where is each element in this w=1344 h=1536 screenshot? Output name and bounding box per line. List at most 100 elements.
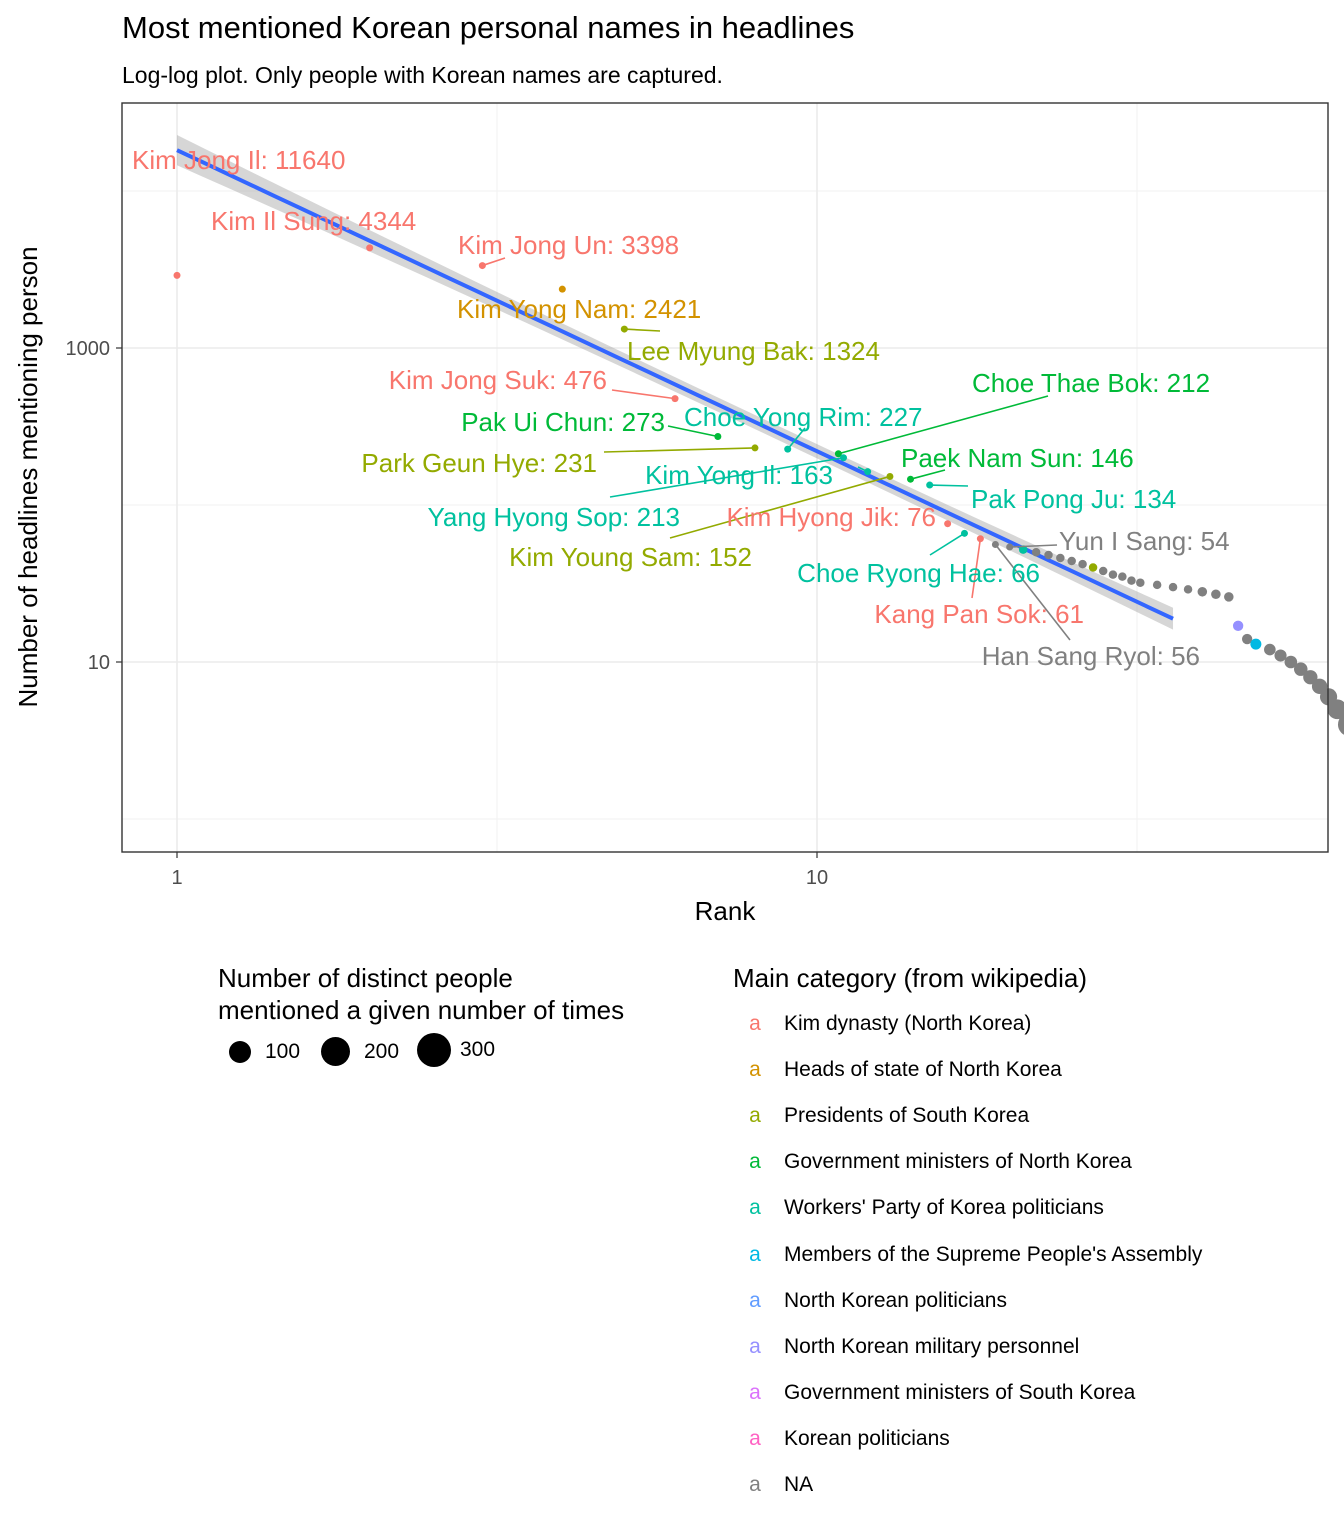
- size-legend-item-300: 300: [417, 1033, 495, 1067]
- color-legend-key: a: [749, 1242, 761, 1266]
- y-axis-title: Number of headlines mentioning person: [13, 246, 43, 707]
- point-label: Yun I Sang: 54: [1059, 526, 1230, 556]
- data-point: [1224, 592, 1234, 602]
- point-label: Choe Thae Bok: 212: [972, 368, 1210, 398]
- point-label: Kim Jong Un: 3398: [458, 230, 679, 260]
- data-point: [1274, 649, 1287, 662]
- data-point: [1088, 563, 1098, 572]
- point-label: Kang Pan Sok: 61: [874, 599, 1084, 629]
- color-legend-label: Presidents of South Korea: [784, 1104, 1030, 1128]
- chart-title: Most mentioned Korean personal names in …: [122, 10, 855, 45]
- plot-border: [121, 102, 1329, 853]
- color-legend-item: a Korean politicians: [744, 1424, 950, 1454]
- point-label: Choe Ryong Hae: 66: [797, 558, 1040, 588]
- point-label: Kim Jong Suk: 476: [389, 365, 607, 395]
- trend-line: [176, 148, 1174, 621]
- data-point: [1098, 566, 1108, 576]
- data-point: [1018, 545, 1028, 554]
- label-connector: [482, 257, 506, 267]
- y-tick-label: 10: [88, 652, 110, 674]
- color-legend-label: Workers' Party of Korea politicians: [784, 1196, 1104, 1220]
- point-label: Kim Young Sam: 152: [509, 542, 752, 572]
- label-connector: [857, 466, 869, 473]
- color-legend-label: Kim dynasty (North Korea): [784, 1012, 1032, 1035]
- label-connector: [1009, 544, 1058, 548]
- color-legend-title: Main category (from wikipedia): [733, 963, 1088, 993]
- size-legend-title-line-1: Number of distinct people: [218, 963, 513, 993]
- label-connector: [787, 427, 806, 450]
- label-connector: [611, 389, 676, 400]
- data-point: [1250, 638, 1262, 650]
- x-tick-label: 1: [171, 867, 182, 889]
- size-legend-dot: [229, 1041, 251, 1063]
- data-point: [1327, 699, 1344, 720]
- color-legend-label: Heads of state of North Korea: [784, 1058, 1062, 1082]
- size-legend-label: 300: [460, 1038, 496, 1061]
- label-connector: [624, 328, 661, 332]
- point-label: Han Sang Ryol: 56: [982, 641, 1200, 671]
- label-connector: [929, 484, 969, 487]
- color-legend-key: a: [749, 1150, 761, 1174]
- size-legend-label: 100: [265, 1040, 301, 1063]
- data-point: [1303, 670, 1318, 685]
- color-legend-item: a Government ministers of South Korea: [744, 1378, 1135, 1408]
- color-legend-key: a: [749, 1012, 761, 1035]
- size-legend-title: Number of distinct people mentioned a gi…: [218, 962, 624, 1026]
- point-label: Yang Hyong Sop: 213: [428, 502, 680, 532]
- data-point: [1284, 655, 1298, 669]
- color-legend-label: Government ministers of South Korea: [784, 1380, 1136, 1404]
- color-legend-key: a: [749, 1473, 761, 1496]
- color-legend-item: a Presidents of South Korea: [744, 1101, 1029, 1131]
- size-legend-dot: [321, 1037, 350, 1066]
- color-legend-item: a NA: [744, 1470, 813, 1500]
- size-legend-dot: [417, 1033, 451, 1067]
- label-connector: [910, 469, 946, 480]
- x-axis-title: Rank: [695, 896, 757, 926]
- label-connector: [609, 456, 844, 498]
- data-point: [1078, 559, 1087, 569]
- data-point: [1127, 576, 1136, 585]
- label-connectors: [482, 257, 1071, 641]
- point-label: Kim Jong Il: 11640: [132, 145, 345, 175]
- point-label: Choe Yong Rim: 227: [684, 402, 923, 432]
- color-legend-item: a Heads of state of North Korea: [744, 1055, 1062, 1085]
- point-label: Kim Hyong Jik: 76: [726, 502, 936, 532]
- point-label: Paek Nam Sun: 146: [901, 443, 1134, 473]
- scatter-chart: Kim Jong Il: 11640 Kim Il Sung: 4344 Kim J…: [13, 102, 1344, 926]
- color-legend-label: NA: [784, 1473, 814, 1496]
- point-label: Kim Yong Nam: 2421: [457, 294, 701, 324]
- data-point: [944, 520, 952, 528]
- label-connector: [994, 544, 1071, 641]
- data-point: [1197, 587, 1208, 597]
- trend-line-path: [176, 148, 1174, 621]
- color-legend-key: a: [749, 1058, 761, 1082]
- label-connector: [838, 395, 1049, 455]
- data-point: [1264, 643, 1276, 656]
- data-point: [1337, 714, 1344, 735]
- data-point: [1108, 570, 1118, 579]
- label-connector: [929, 532, 965, 556]
- color-legend-item: a North Korean military personnel: [744, 1332, 1079, 1362]
- color-legend-key: a: [749, 1288, 761, 1312]
- data-point: [558, 285, 566, 293]
- color-legend-item: a North Korean politicians: [744, 1286, 1007, 1316]
- data-point: [1211, 589, 1221, 600]
- data-point: [1031, 548, 1041, 557]
- data-point: [173, 271, 181, 279]
- color-legend-label: North Korean military personnel: [784, 1334, 1080, 1358]
- point-label: Lee Myung Bak: 1324: [627, 336, 880, 366]
- color-legend-item: a Government ministers of North Korea: [744, 1147, 1132, 1177]
- data-point: [366, 244, 374, 252]
- label-connector: [603, 447, 755, 453]
- color-legend-key: a: [749, 1104, 761, 1128]
- x-tick-label: 10: [806, 867, 828, 889]
- y-tick-label: 1000: [66, 338, 111, 360]
- color-legend-label: Government ministers of North Korea: [784, 1150, 1132, 1174]
- data-point: [1056, 553, 1065, 563]
- color-legend-label: Korean politicians: [784, 1426, 950, 1450]
- color-legend-key: a: [749, 1380, 761, 1404]
- color-legend-key: a: [749, 1196, 761, 1220]
- point-labels: Kim Jong Il: 11640 Kim Il Sung: 4344 Kim J…: [132, 145, 1230, 671]
- color-legend-item: a Workers' Party of Korea politicians: [744, 1193, 1104, 1223]
- point-label: Kim Yong Il: 163: [645, 460, 833, 490]
